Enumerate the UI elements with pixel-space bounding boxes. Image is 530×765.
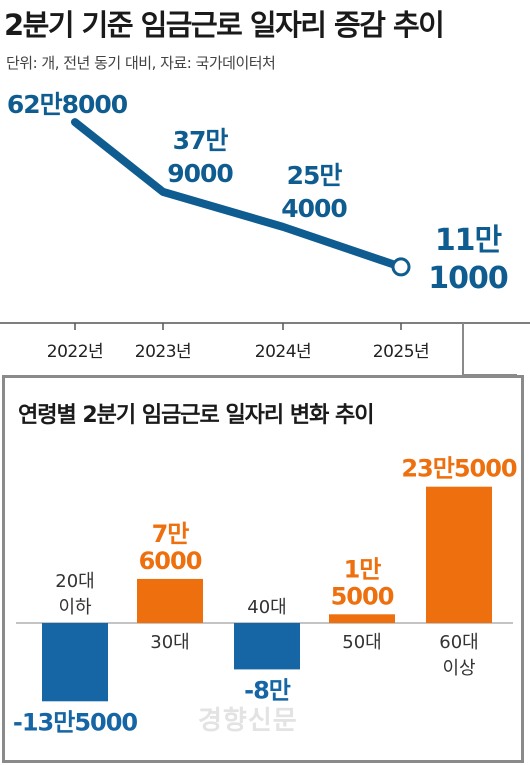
category-label: 20대 이하 xyxy=(55,571,94,618)
bar xyxy=(42,623,108,702)
bar xyxy=(329,614,395,623)
value-label: 1만 5000 xyxy=(331,555,394,610)
category-label: 40대 xyxy=(247,597,286,618)
x-tick-label: 2024년 xyxy=(255,342,311,362)
value-label: 7만 6000 xyxy=(139,520,202,575)
x-tick-label: 2022년 xyxy=(47,342,103,362)
bar xyxy=(234,623,300,670)
end-point-marker xyxy=(391,257,411,277)
watermark-logo: 경향신문 xyxy=(198,706,298,736)
data-label: 11만 1000 xyxy=(428,223,508,296)
category-label: 30대 xyxy=(150,632,189,653)
value-label: -8만 xyxy=(244,676,291,704)
bar-chart-title: 연령별 2분기 임금근로 일자리 변화 추이 xyxy=(18,403,373,428)
x-tick-label: 2023년 xyxy=(135,342,191,362)
value-label: -13만5000 xyxy=(13,708,138,736)
bar xyxy=(426,486,492,623)
category-label: 60대 이상 xyxy=(439,632,478,679)
value-label: 23만5000 xyxy=(401,455,517,483)
data-label: 62만8000 xyxy=(7,90,128,119)
x-tick-label: 2025년 xyxy=(373,342,429,362)
category-label: 50대 xyxy=(342,632,381,653)
unit-note: 단위: 개, 전년 동기 대비, 자료: 국가데이터처 xyxy=(6,54,276,72)
series-line xyxy=(71,118,405,271)
line-chart: 2022년 2023년 2024년 2025년 62만8000 37만 9000 25만 400… xyxy=(0,90,530,376)
data-label: 37만 9000 xyxy=(167,126,233,188)
data-label: 25만 4000 xyxy=(281,161,347,223)
bar xyxy=(137,578,203,623)
page-title: 2분기 기준 임금근로 일자리 증감 추이 xyxy=(4,8,445,42)
